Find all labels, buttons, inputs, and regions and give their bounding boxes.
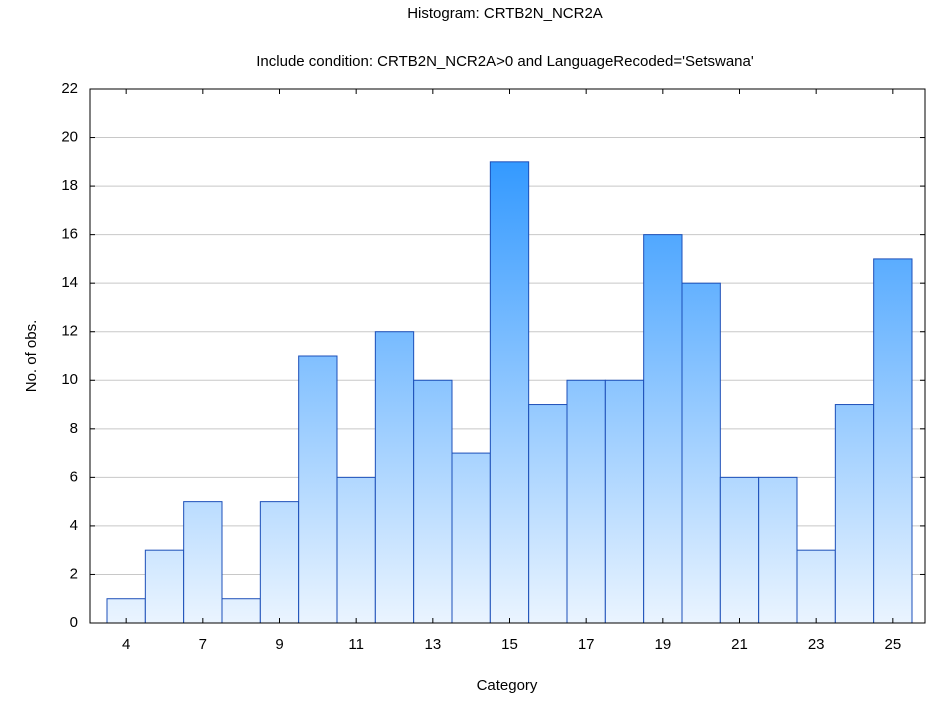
bar <box>374 331 415 624</box>
x-tick-label: 9 <box>275 636 283 653</box>
x-tick-label: 25 <box>884 636 901 653</box>
y-axis-label: No. of obs. <box>23 320 40 393</box>
bar <box>489 161 530 624</box>
bar <box>566 379 606 624</box>
x-axis-label: Category <box>477 677 538 694</box>
x-tick-label: 4 <box>122 636 130 653</box>
chart-title: Histogram: CRTB2N_NCR2A <box>407 5 603 22</box>
bar <box>336 476 376 624</box>
bar <box>183 501 223 624</box>
y-tick-label: 0 <box>70 614 78 631</box>
bar <box>298 355 338 624</box>
chart-subtitle: Include condition: CRTB2N_NCR2A>0 and La… <box>256 53 754 70</box>
bar <box>873 258 913 624</box>
y-tick-label: 10 <box>61 371 78 388</box>
bar <box>528 404 568 624</box>
bar <box>604 379 645 624</box>
y-tick-label: 20 <box>61 129 78 146</box>
bar <box>221 598 261 624</box>
x-tick-label: 7 <box>199 636 207 653</box>
bar <box>144 549 185 624</box>
plot-frame <box>89 88 926 624</box>
y-tick-label: 22 <box>61 80 78 97</box>
bar <box>451 452 491 624</box>
x-tick-label: 21 <box>731 636 748 653</box>
y-tick-label: 8 <box>70 420 78 437</box>
bar <box>796 549 836 624</box>
x-tick-label: 19 <box>654 636 671 653</box>
x-tick-label: 17 <box>578 636 595 653</box>
y-tick-label: 18 <box>61 177 78 194</box>
bar <box>413 379 453 624</box>
x-tick-label: 23 <box>808 636 825 653</box>
y-tick-label: 2 <box>70 565 78 582</box>
y-tick-label: 14 <box>61 274 78 291</box>
y-tick-label: 6 <box>70 468 78 485</box>
x-tick-label: 11 <box>348 636 364 653</box>
y-tick-label: 12 <box>61 323 78 340</box>
y-tick-label: 16 <box>61 226 78 243</box>
bar <box>681 282 721 624</box>
bar <box>643 234 683 624</box>
bar <box>259 501 300 624</box>
bar <box>758 476 798 624</box>
bar <box>719 476 760 624</box>
x-tick-label: 13 <box>424 636 441 653</box>
y-tick-label: 4 <box>70 517 78 534</box>
x-tick-label: 15 <box>501 636 518 653</box>
bar <box>834 404 875 624</box>
